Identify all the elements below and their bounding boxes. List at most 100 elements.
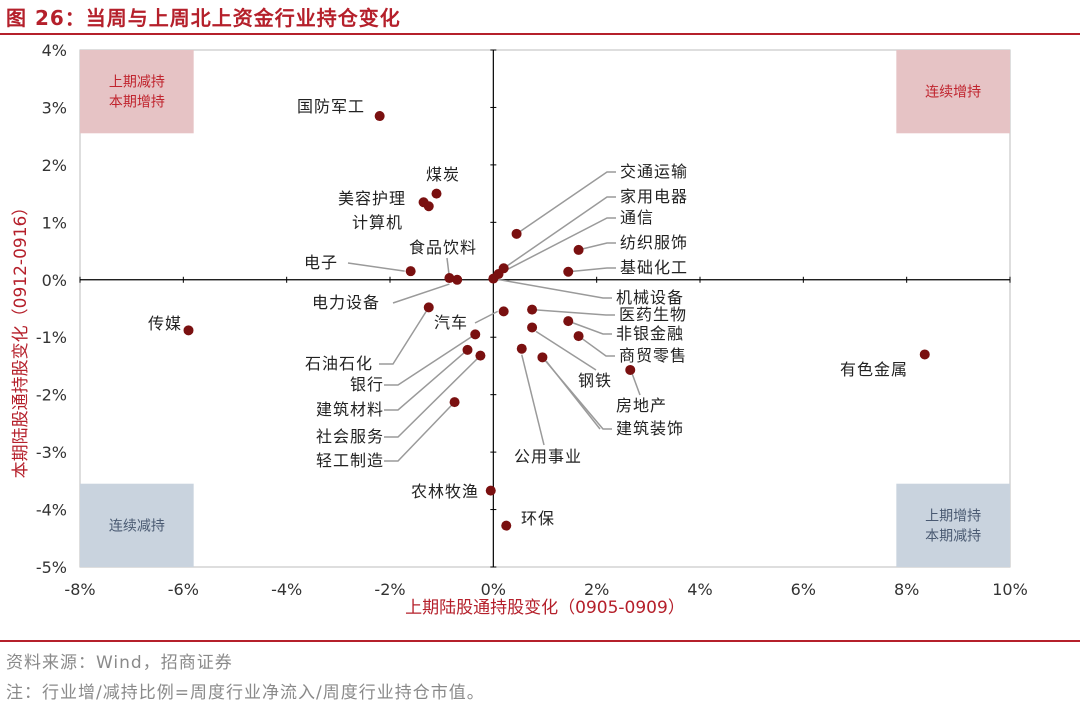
- leader-line: [498, 217, 616, 275]
- data-point: [511, 228, 522, 239]
- leader-line: [567, 320, 612, 335]
- y-tick-label: 0%: [42, 271, 67, 290]
- point-label: 石油石化: [305, 354, 373, 373]
- leader-line: [384, 355, 481, 438]
- data-point: [498, 306, 509, 317]
- data-point: [573, 244, 584, 255]
- y-tick-label: -5%: [36, 558, 67, 577]
- data-point: [501, 520, 512, 531]
- point-label: 商贸零售: [619, 346, 687, 365]
- page-title: 图 26：当周与上周北上资金行业持仓变化: [6, 6, 401, 30]
- data-point: [563, 316, 574, 327]
- data-point: [485, 485, 496, 496]
- point-label: 轻工制造: [316, 451, 384, 470]
- plot-frame: [79, 49, 1011, 568]
- point-label: 社会服务: [316, 427, 384, 446]
- point-label: 建筑材料: [316, 400, 384, 419]
- footer-divider: [0, 640, 1080, 642]
- data-point: [462, 344, 473, 355]
- data-point: [183, 325, 194, 336]
- leader-line: [347, 262, 405, 272]
- point-label: 纺织服饰: [620, 233, 688, 252]
- leader-line: [578, 335, 615, 357]
- point-label: 国防军工: [297, 97, 365, 116]
- point-label: 传媒: [148, 314, 182, 333]
- x-tick-label: -6%: [168, 580, 199, 599]
- point-label: 非银金融: [616, 324, 684, 343]
- leader-line: [631, 373, 641, 396]
- data-point: [625, 364, 636, 375]
- quadrant-label-top-left: 本期增持: [109, 95, 165, 111]
- point-label: 机械设备: [616, 288, 684, 307]
- y-tick-label: -4%: [36, 501, 67, 520]
- x-tick-label: 2%: [584, 580, 609, 599]
- data-point: [573, 331, 584, 342]
- data-point: [527, 322, 538, 333]
- point-label: 电子: [304, 253, 338, 272]
- point-label: 汽车: [434, 313, 468, 332]
- y-tick-label: -2%: [36, 386, 67, 405]
- data-point: [488, 273, 499, 284]
- data-point: [423, 302, 434, 313]
- leader-line: [521, 354, 545, 446]
- x-tick-label: -8%: [64, 580, 95, 599]
- point-label: 公用事业: [514, 447, 582, 466]
- point-label: 煤炭: [426, 165, 460, 184]
- y-tick-label: -3%: [36, 443, 67, 462]
- quadrant-box-bottom-right: [896, 483, 1010, 567]
- quadrant-box-top-left: [80, 50, 194, 134]
- x-tick-label: 10%: [992, 580, 1028, 599]
- quadrant-label-bottom-left: 连续减持: [109, 517, 165, 534]
- leader-line: [532, 308, 615, 316]
- x-tick-label: -4%: [271, 580, 302, 599]
- y-tick-label: 2%: [42, 156, 67, 175]
- point-label: 交通运输: [620, 162, 688, 181]
- point-label: 建筑装饰: [616, 419, 684, 438]
- leader-line: [474, 310, 499, 324]
- quadrant-label-bottom-right: 上期增持: [925, 508, 981, 524]
- leader-line: [384, 349, 468, 411]
- y-tick-label: -1%: [36, 328, 67, 347]
- point-label: 电力设备: [312, 293, 380, 312]
- leader-line: [568, 267, 616, 273]
- x-tick-label: 4%: [687, 580, 712, 599]
- leader-line: [384, 401, 456, 462]
- data-point: [537, 352, 548, 363]
- data-point: [423, 201, 434, 212]
- data-point: [475, 350, 486, 361]
- y-tick-label: 3%: [42, 98, 67, 117]
- point-label: 银行: [350, 375, 384, 394]
- leader-line: [545, 360, 601, 430]
- source-note: 资料来源：Wind，招商证券: [6, 653, 233, 673]
- data-point: [452, 274, 463, 285]
- data-point: [563, 266, 574, 277]
- point-label: 钢铁: [578, 371, 612, 390]
- data-point: [431, 188, 442, 199]
- point-label: 基础化工: [620, 258, 688, 277]
- data-point: [374, 111, 385, 122]
- leader-line: [541, 356, 612, 430]
- data-point: [405, 266, 416, 277]
- x-tick-label: -2%: [374, 580, 405, 599]
- leader-line: [535, 330, 597, 371]
- leader-line: [384, 333, 476, 386]
- leader-line: [493, 277, 612, 299]
- data-point: [470, 329, 481, 340]
- x-tick-label: 0%: [481, 580, 506, 599]
- x-tick-label: 6%: [791, 580, 816, 599]
- leader-line: [392, 283, 450, 304]
- y-tick-label: 1%: [42, 213, 67, 232]
- point-label: 家用电器: [620, 187, 688, 206]
- leader-line: [516, 171, 616, 235]
- title-divider: [0, 33, 1080, 35]
- footnote: 注：行业增/减持比例=周度行业净流入/周度行业持仓市值。: [6, 683, 485, 703]
- quadrant-box-bottom-left: [80, 483, 194, 567]
- point-label: 计算机: [352, 213, 403, 232]
- y-axis-label: 本期陆股通持股变化（0912-0916）: [11, 199, 31, 479]
- x-tick-label: 8%: [894, 580, 919, 599]
- data-point: [516, 343, 527, 354]
- quadrant-box-top-right: [896, 50, 1010, 134]
- point-label: 房地产: [616, 396, 667, 415]
- point-label: 通信: [620, 208, 654, 227]
